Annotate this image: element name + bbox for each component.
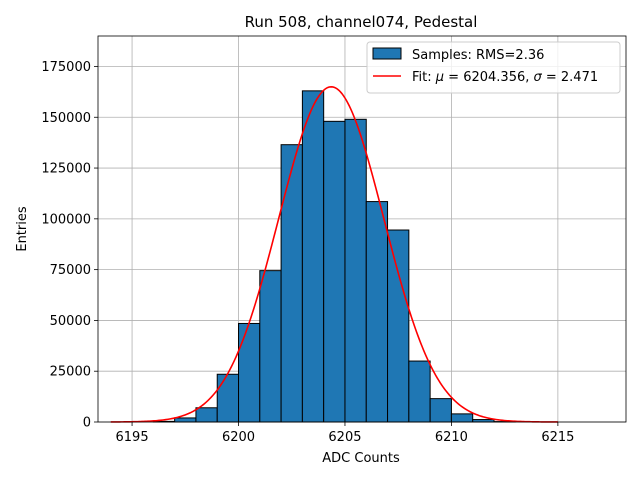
histogram-bar — [450, 413, 474, 423]
histogram-bar — [301, 90, 325, 423]
x-tick-label: 6200 — [222, 430, 255, 445]
y-tick-label: 25000 — [50, 365, 91, 380]
histogram-bars — [152, 90, 516, 423]
x-tick-label: 6210 — [435, 430, 468, 445]
histogram-bar — [216, 373, 240, 423]
x-tick-label: 6205 — [328, 430, 361, 445]
histogram-bar — [344, 118, 367, 423]
legend-swatch-samples — [372, 47, 402, 60]
x-axis-ticks: 6195 6200 6205 6210 6215 — [116, 422, 574, 445]
y-tick-label: 50000 — [50, 314, 91, 329]
y-tick-label: 150000 — [41, 111, 91, 126]
histogram-bar — [365, 201, 389, 423]
histogram-bar — [280, 144, 303, 423]
histogram-bar — [387, 229, 410, 423]
y-tick-label: 75000 — [50, 263, 91, 278]
histogram-bar — [408, 360, 431, 423]
x-axis-label: ADC Counts — [322, 451, 400, 466]
histogram-bar — [238, 322, 261, 423]
legend-label-samples: Samples: RMS=2.36 — [412, 48, 544, 63]
plot-frame — [97, 35, 627, 423]
histogram-bar — [195, 407, 218, 423]
fit-curve-layer — [110, 85, 558, 423]
legend-label-fit: Fit: μ = 6204.356, σ = 2.471 — [412, 70, 598, 85]
histogram-bar — [429, 398, 452, 423]
y-axis-ticks: 0 25000 50000 75000 100000 125000 150000 175000 — [41, 60, 98, 431]
y-axis-label: Entries — [15, 206, 30, 252]
chart-title: Run 508, channel074, Pedestal — [245, 13, 478, 31]
histogram-bar — [323, 120, 346, 423]
y-tick-label: 125000 — [41, 162, 91, 177]
y-tick-label: 100000 — [41, 212, 91, 227]
histogram-bar — [174, 417, 197, 423]
legend-box — [366, 41, 621, 94]
y-tick-label: 175000 — [41, 60, 91, 75]
x-tick-label: 6195 — [116, 430, 149, 445]
x-tick-label: 6215 — [541, 430, 574, 445]
fit-curve — [110, 85, 558, 423]
legend: Samples: RMS=2.36 Fit: μ = 6204.356, σ =… — [366, 41, 621, 94]
histogram-bar — [259, 270, 282, 423]
y-tick-label: 0 — [83, 416, 91, 431]
